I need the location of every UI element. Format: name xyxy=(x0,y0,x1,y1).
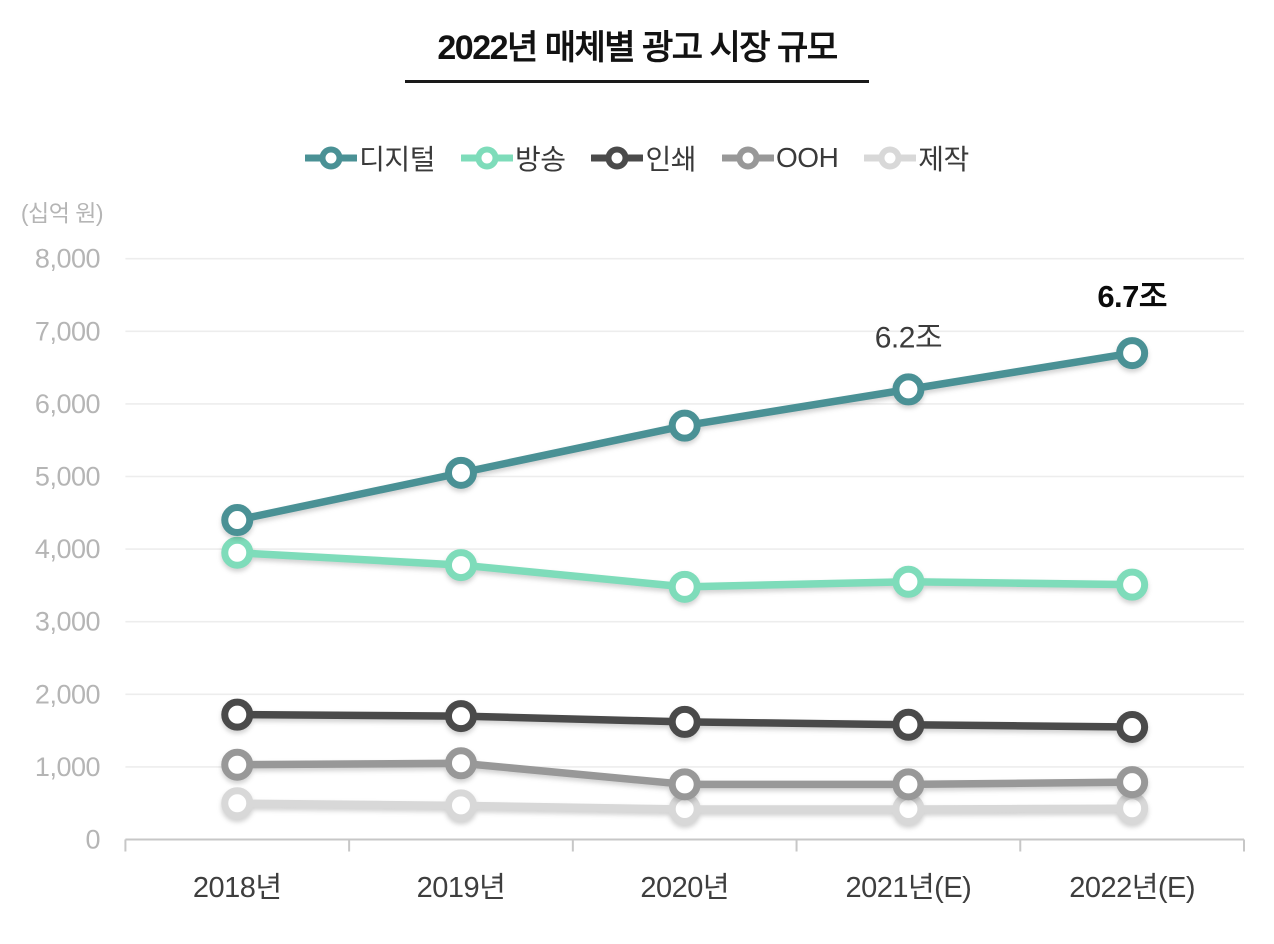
series-line-production xyxy=(221,787,1149,826)
legend-item-ooh: OOH xyxy=(722,142,839,174)
legend-label-digital: 디지털 xyxy=(359,144,435,175)
y-axis-tick-label: 2,000 xyxy=(35,679,100,709)
legend-label-production: 제작 xyxy=(918,144,969,175)
legend-item-digital: 디지털 xyxy=(305,138,435,178)
data-point-broadcast-1 xyxy=(444,549,477,582)
data-point-print-4 xyxy=(1116,710,1149,743)
y-axis-tick-label: 8,000 xyxy=(35,244,100,274)
legend-item-print: 인쇄 xyxy=(591,138,697,178)
data-point-broadcast-3 xyxy=(892,565,925,598)
legend: 디지털 방송 인쇄 OOH 제작 xyxy=(0,138,1274,178)
y-axis-tick-label: 1,000 xyxy=(35,752,100,782)
ooh-series-marker-icon xyxy=(722,146,775,170)
y-axis-tick-label: 5,000 xyxy=(35,462,100,492)
y-axis-tick-label: 4,000 xyxy=(35,534,100,564)
data-point-ooh-3 xyxy=(892,768,925,801)
data-point-print-2 xyxy=(668,705,701,738)
y-axis-tick-label: 6,000 xyxy=(35,389,100,419)
data-point-production-4 xyxy=(1116,792,1149,825)
x-axis-label: 2019년 xyxy=(417,872,506,904)
data-point-digital-2 xyxy=(668,409,701,442)
y-axis-unit-label: (십억 원) xyxy=(20,200,104,226)
production-series-marker-icon xyxy=(864,146,917,170)
x-axis-label: 2021년(E) xyxy=(845,872,971,904)
digital-series-marker-icon xyxy=(305,146,358,170)
print-series-marker-icon xyxy=(591,146,644,170)
data-point-broadcast-0 xyxy=(221,536,254,569)
data-point-production-0 xyxy=(221,787,254,820)
data-point-digital-0 xyxy=(221,504,254,537)
title-block: 2022년 매체별 광고 시장 규모 xyxy=(0,20,1274,83)
y-axis-tick-label: 3,000 xyxy=(35,607,100,637)
legend-label-broadcast: 방송 xyxy=(514,144,566,175)
legend-label-print: 인쇄 xyxy=(645,144,697,175)
data-point-print-0 xyxy=(221,698,254,731)
legend-item-broadcast: 방송 xyxy=(460,138,566,178)
data-point-digital-1 xyxy=(444,456,477,489)
x-axis-label: 2022년(E) xyxy=(1069,872,1195,904)
series-line-ooh xyxy=(221,747,1149,801)
y-axis-tick-label: 7,000 xyxy=(35,316,100,346)
y-axis-tick-label: 0 xyxy=(85,825,100,855)
data-point-ooh-0 xyxy=(221,748,254,781)
data-point-ooh-2 xyxy=(668,768,701,801)
data-point-print-3 xyxy=(892,708,925,741)
series-line-print xyxy=(221,698,1149,743)
series-line-digital xyxy=(221,337,1149,537)
data-point-ooh-4 xyxy=(1116,766,1149,799)
data-label-digital-3: 6.2조 xyxy=(875,321,942,354)
data-point-digital-3 xyxy=(892,373,925,406)
data-point-ooh-1 xyxy=(444,747,477,780)
broadcast-series-marker-icon xyxy=(460,146,513,170)
x-axis-label: 2018년 xyxy=(193,872,282,904)
data-point-broadcast-2 xyxy=(668,570,701,603)
x-axis-label: 2020년 xyxy=(640,872,729,904)
data-point-digital-4 xyxy=(1116,337,1149,370)
data-point-production-1 xyxy=(444,789,477,822)
data-point-broadcast-4 xyxy=(1116,568,1149,601)
series-line-broadcast xyxy=(221,536,1149,603)
data-label-digital-4: 6.7조 xyxy=(1097,279,1167,314)
data-point-print-1 xyxy=(444,700,477,733)
legend-label-ooh: OOH xyxy=(776,142,839,173)
legend-item-production: 제작 xyxy=(864,138,969,178)
chart-title: 2022년 매체별 광고 시장 규모 xyxy=(405,20,869,83)
